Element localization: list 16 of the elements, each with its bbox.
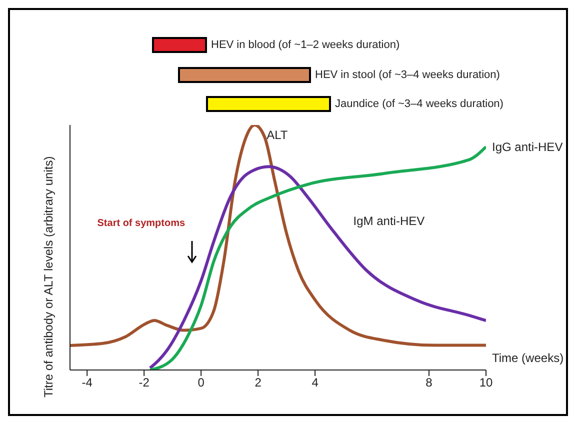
text: HEV in blood (of ~1–2 weeks duration) [211,39,400,51]
annotation: Start of symptoms [96,218,186,229]
x-tick-label: -2 [138,376,150,390]
text: HEV in stool (of ~3–4 weeks duration) [315,69,500,81]
x-tick-label: 0 [198,376,205,390]
x-tick-label: 2 [254,376,262,390]
text: Jaundice (of ~3–4 weeks duration) [335,98,504,110]
series-label: ALT [266,128,288,142]
series-label: IgM anti-HEV [353,214,425,228]
x-tick-label: -4 [82,376,93,390]
x-tick-label: 4 [312,376,319,390]
y-axis-title: Titre of antibody or ALT levels (arbitrary units) [41,156,56,398]
x-axis-title: Time (weeks) [492,351,564,365]
x-tick-label: 10 [479,376,493,390]
x-tick-label: 8 [426,376,433,390]
series-label: IgG anti-HEV [492,140,563,154]
